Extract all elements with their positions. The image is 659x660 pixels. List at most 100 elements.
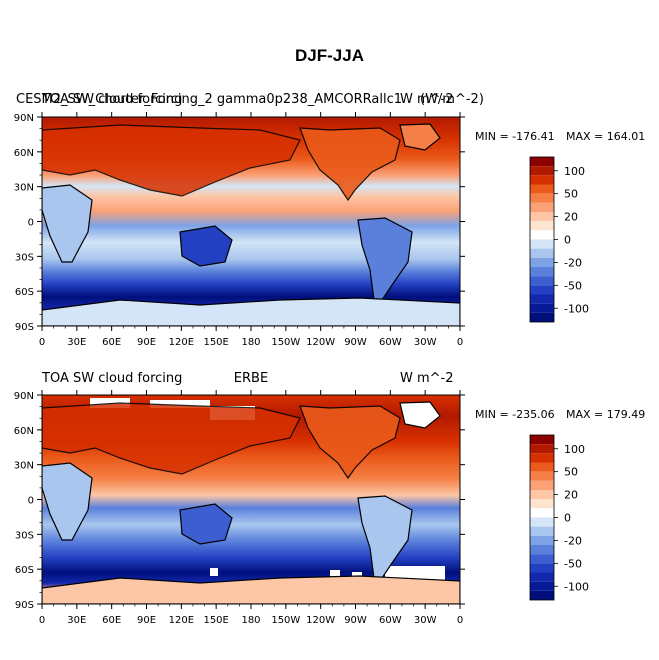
- colorbar-label: 20: [564, 211, 578, 224]
- missing-data-patch: [330, 570, 340, 580]
- x-tick-label: 90E: [137, 615, 156, 626]
- panel-bottom-min-label: MIN = -235.06: [475, 408, 555, 421]
- panel-bottom-axes: 0 30E 60E 90E 120E 150E 180 150W 120W 90W 60W 30W 09…: [14, 390, 465, 626]
- continent-antarctica-top: [42, 297, 460, 326]
- colorbar-box: [530, 239, 554, 249]
- colorbar-bottom: 100 50 20 0 -20 -50 -100: [529, 434, 589, 601]
- x-tick-label: 0: [457, 337, 463, 348]
- missing-data-patch: [150, 400, 210, 408]
- x-tick-label: 150W: [271, 615, 300, 626]
- panel-top-left-title-overlap: TOA SW cloud forcing: [41, 92, 182, 107]
- x-tick-label: 90W: [344, 615, 367, 626]
- colorbar-box: [530, 221, 554, 231]
- y-tick-label: 90N: [14, 113, 34, 124]
- colorbar-box: [530, 535, 554, 545]
- colorbar-box: [530, 184, 554, 194]
- continent-namerica-bottom: [299, 405, 401, 480]
- continent-namerica-top: [299, 127, 401, 202]
- colorbar-label: -100: [564, 302, 589, 315]
- panel-top-right-title-overlap: W m^-2: [400, 92, 454, 107]
- colorbar-box: [530, 212, 554, 222]
- colorbar-box: [530, 276, 554, 286]
- colorbar-box: [530, 202, 554, 212]
- x-tick-label: 60W: [379, 615, 402, 626]
- x-tick-label: 150W: [271, 337, 300, 348]
- y-tick-label: 60S: [15, 287, 34, 298]
- x-tick-label: 0: [39, 337, 45, 348]
- x-tick-label: 120E: [169, 337, 194, 348]
- y-tick-label: 30S: [15, 530, 34, 541]
- panel-top-right-title: (W/m^-2): [420, 92, 484, 107]
- continent-australia-bottom: [179, 503, 233, 545]
- colorbar-box: [530, 572, 554, 582]
- x-tick-label: 120E: [169, 615, 194, 626]
- colorbar-box: [530, 508, 554, 518]
- colorbar-label: 50: [564, 466, 578, 479]
- colorbar-box: [530, 490, 554, 500]
- continent-africa-top: [42, 184, 93, 263]
- colorbar-label: 50: [564, 188, 578, 201]
- colorbar-box: [530, 285, 554, 295]
- colorbar-box: [530, 303, 554, 313]
- colorbar-top: 100 50 20 0 -20 -50 -100: [529, 156, 589, 323]
- x-tick-label: 60E: [102, 615, 121, 626]
- continent-africa-bottom: [42, 462, 93, 541]
- continent-eurasia-top: [42, 124, 301, 197]
- colorbar-box: [530, 581, 554, 591]
- colorbar-box: [530, 444, 554, 454]
- x-tick-label: 90E: [137, 337, 156, 348]
- x-tick-label: 30W: [414, 337, 437, 348]
- y-tick-label: 90N: [14, 391, 34, 402]
- y-tick-label: 60S: [15, 565, 34, 576]
- x-tick-label: 30W: [414, 615, 437, 626]
- colorbar-box: [530, 480, 554, 490]
- colorbar-box: [530, 563, 554, 573]
- panel-bottom-left-title: TOA SW cloud forcing: [41, 371, 182, 386]
- x-tick-label: 90W: [344, 337, 367, 348]
- panel-top-max-label: MAX = 164.01: [566, 130, 645, 143]
- y-tick-label: 30S: [15, 252, 34, 263]
- colorbar-box: [530, 453, 554, 463]
- y-tick-label: 0: [28, 496, 34, 507]
- colorbar-label: -100: [564, 580, 589, 593]
- y-tick-label: 60N: [14, 148, 34, 159]
- panel-bottom-center-title: ERBE: [234, 371, 268, 386]
- x-tick-label: 30E: [67, 615, 86, 626]
- panel-top-left-title: CESM2_SW_Chorter_Forcing_2 gamma0p238_AM…: [16, 92, 402, 107]
- x-tick-label: 180: [241, 615, 260, 626]
- colorbar-box: [530, 294, 554, 304]
- panel-bottom-right-title: W m^-2: [400, 371, 454, 386]
- y-tick-label: 60N: [14, 426, 34, 437]
- colorbar-box: [530, 157, 554, 167]
- colorbar-label: 0: [564, 234, 571, 247]
- colorbar-box: [530, 545, 554, 555]
- colorbar-label: -50: [564, 557, 582, 570]
- y-tick-label: 90S: [15, 600, 34, 611]
- missing-data-patch: [210, 568, 218, 576]
- colorbar-box: [530, 312, 554, 322]
- missing-data-patch: [90, 398, 130, 408]
- panel-bottom: TOA SW cloud forcing ERBE W m^-2 0 30E 60E…: [14, 371, 645, 626]
- continent-greenland-top: [399, 123, 441, 151]
- colorbar-box: [530, 499, 554, 509]
- y-tick-label: 90S: [15, 322, 34, 333]
- continent-eurasia-bottom: [42, 402, 301, 475]
- colorbar-box: [530, 590, 554, 600]
- colorbar-label: -50: [564, 279, 582, 292]
- colorbar-box: [530, 267, 554, 277]
- colorbar-box: [530, 230, 554, 240]
- colorbar-box: [530, 166, 554, 176]
- y-tick-label: 0: [28, 218, 34, 229]
- colorbar-box: [530, 462, 554, 472]
- x-tick-label: 60E: [102, 337, 121, 348]
- colorbar-label: -20: [564, 256, 582, 269]
- y-tick-label: 30N: [14, 461, 34, 472]
- colorbar-box: [530, 554, 554, 564]
- colorbar-box: [530, 471, 554, 481]
- colorbar-box: [530, 193, 554, 203]
- panel-bottom-max-label: MAX = 179.49: [566, 408, 645, 421]
- x-tick-label: 0: [39, 615, 45, 626]
- colorbar-box: [530, 175, 554, 185]
- continent-australia-top: [179, 225, 233, 267]
- x-tick-label: 0: [457, 615, 463, 626]
